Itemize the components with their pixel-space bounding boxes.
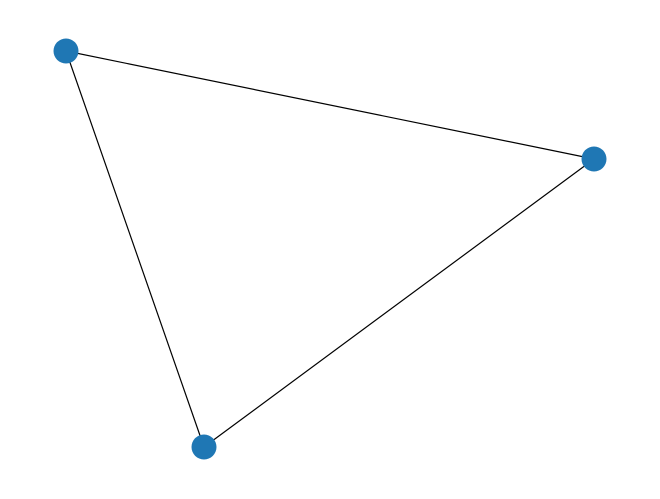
node-n2 <box>192 435 217 460</box>
edge-n0-n1 <box>66 51 594 159</box>
edge-n2-n0 <box>66 51 204 447</box>
node-n1 <box>582 147 607 172</box>
edges-layer <box>66 51 594 447</box>
nodes-layer <box>54 39 607 460</box>
edge-n1-n2 <box>204 159 594 447</box>
node-n0 <box>54 39 79 64</box>
